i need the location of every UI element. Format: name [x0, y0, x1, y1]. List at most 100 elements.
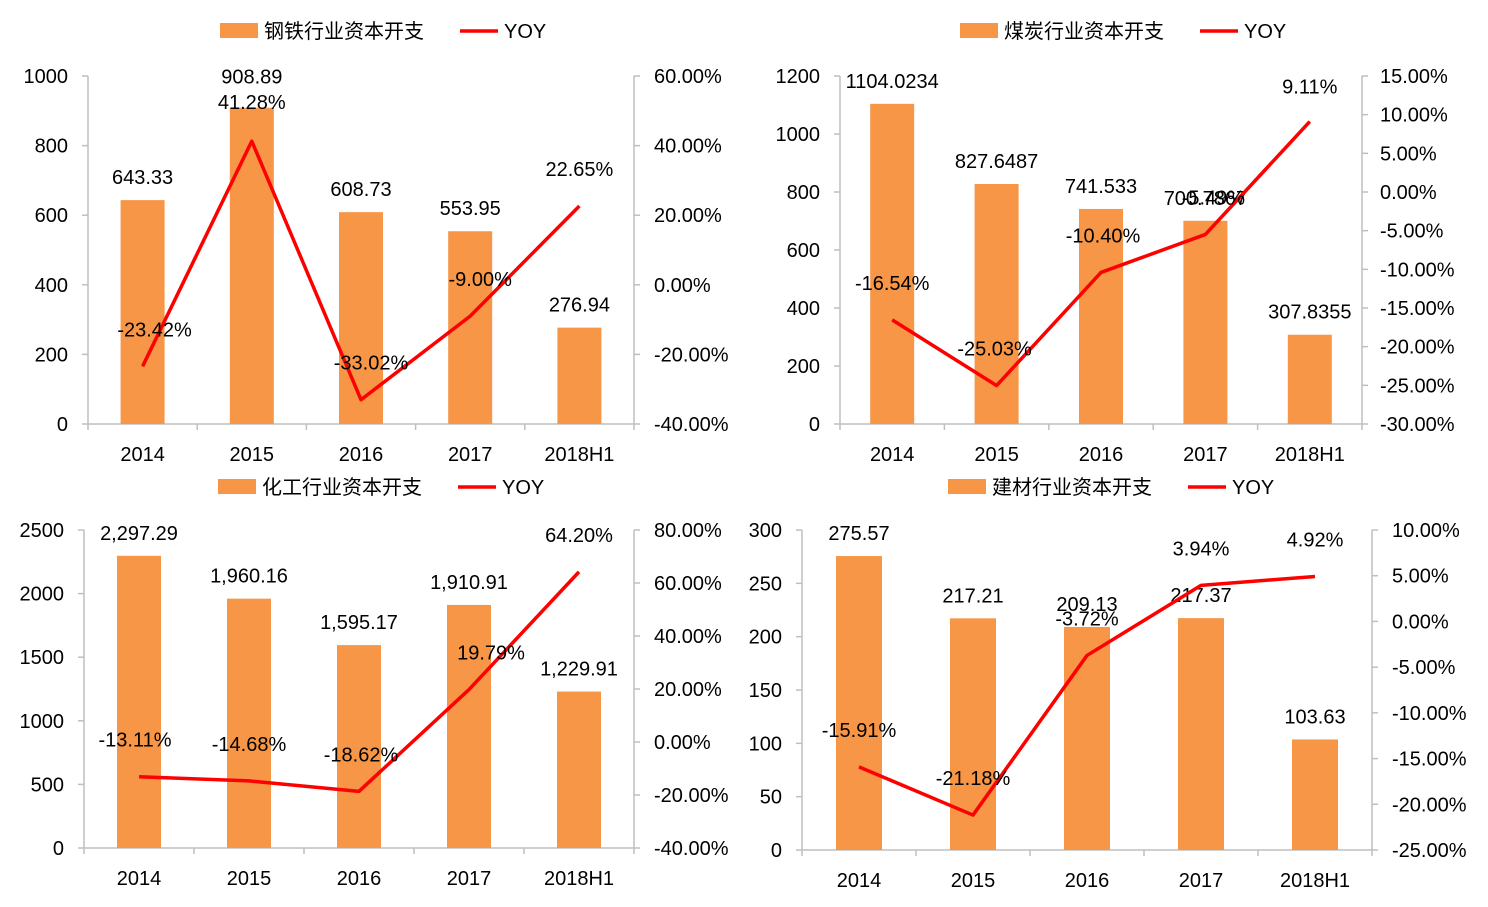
x-tick-label: 2015	[951, 870, 996, 892]
legend-bar-swatch	[948, 479, 986, 494]
right-tick-label: -40.00%	[654, 414, 729, 436]
x-tick-label: 2014	[870, 444, 915, 466]
bar-data-label: 827.6487	[955, 151, 1038, 173]
bar-data-label: 741.533	[1065, 176, 1137, 198]
right-tick-label: 80.00%	[654, 520, 722, 542]
right-tick-label: -40.00%	[654, 838, 729, 860]
right-tick-label: -20.00%	[654, 785, 729, 807]
left-tick-label: 1000	[776, 124, 821, 146]
yoy-data-label: -15.91%	[822, 720, 897, 742]
x-tick-label: 2015	[230, 444, 275, 466]
left-tick-label: 2000	[20, 584, 65, 606]
bar	[1287, 334, 1332, 424]
right-tick-label: -5.00%	[1392, 657, 1456, 679]
bar	[1292, 739, 1338, 850]
bar	[1178, 618, 1224, 850]
yoy-data-label: -25.03%	[957, 339, 1032, 361]
x-tick-label: 2015	[974, 444, 1019, 466]
legend: 钢铁行业资本开支 YOY	[220, 20, 546, 43]
legend: 建材行业资本开支 YOY	[948, 476, 1274, 499]
legend-bar-label: 化工行业资本开支	[262, 476, 422, 499]
yoy-data-label: -18.62%	[324, 744, 399, 766]
bar-data-label: 209.13	[1056, 594, 1117, 616]
bar-data-label: 217.37	[1170, 585, 1231, 607]
bar	[447, 604, 491, 848]
left-tick-label: 800	[787, 182, 820, 204]
x-tick-label: 2018H1	[544, 868, 614, 890]
x-tick-label: 2017	[1183, 444, 1228, 466]
bar-data-label: 103.63	[1284, 706, 1345, 728]
bar-data-label: 1,910.91	[430, 572, 508, 594]
bar-data-label: 553.95	[440, 198, 501, 220]
left-tick-label: 250	[749, 573, 782, 595]
bar-data-label: 643.33	[112, 167, 173, 189]
left-tick-label: 200	[749, 627, 782, 649]
bar-data-label: 700.7867	[1164, 188, 1247, 210]
right-tick-label: 60.00%	[654, 66, 722, 88]
right-tick-label: -30.00%	[1380, 414, 1455, 436]
left-tick-label: 1000	[24, 66, 69, 88]
legend-line-label: YOY	[502, 477, 544, 499]
left-tick-label: 1000	[20, 711, 65, 733]
x-tick-label: 2016	[337, 868, 382, 890]
right-tick-label: 5.00%	[1380, 143, 1437, 165]
right-tick-label: 40.00%	[654, 136, 722, 158]
yoy-data-label: -16.54%	[855, 273, 930, 295]
right-tick-label: -25.00%	[1380, 375, 1455, 397]
right-tick-label: 0.00%	[654, 275, 711, 297]
x-tick-label: 2018H1	[1280, 870, 1350, 892]
left-tick-label: 1200	[776, 66, 821, 88]
left-tick-label: 150	[749, 680, 782, 702]
x-tick-label: 2018H1	[1275, 444, 1345, 466]
bar	[229, 107, 274, 424]
yoy-data-label: 3.94%	[1173, 538, 1230, 560]
x-tick-label: 2016	[1079, 444, 1124, 466]
bar-data-label: 1,229.91	[540, 659, 618, 681]
left-tick-label: 2500	[20, 520, 65, 542]
x-tick-label: 2018H1	[544, 444, 614, 466]
right-tick-label: 0.00%	[1392, 611, 1449, 633]
right-tick-label: -25.00%	[1392, 840, 1467, 862]
right-tick-label: 20.00%	[654, 679, 722, 701]
right-tick-label: -5.00%	[1380, 221, 1444, 243]
bar	[950, 618, 996, 850]
legend-line-label: YOY	[504, 21, 546, 43]
chart-panel-4: 0 50 100 150 200 250 300 -25.00% -20.00% -15.00% -…	[749, 476, 1467, 892]
legend-bar-label: 煤炭行业资本开支	[1004, 20, 1164, 43]
bar-data-label: 307.8355	[1268, 302, 1351, 324]
x-tick-label: 2014	[117, 868, 162, 890]
x-tick-label: 2016	[1065, 870, 1110, 892]
yoy-data-label: -5.49%	[1182, 187, 1246, 209]
yoy-data-label: 64.20%	[545, 525, 613, 547]
yoy-data-label: 19.79%	[457, 643, 525, 665]
bar	[1064, 626, 1110, 850]
x-tick-label: 2017	[447, 868, 492, 890]
yoy-data-label: 41.28%	[218, 92, 286, 114]
left-tick-label: 1500	[20, 647, 65, 669]
bar	[974, 183, 1019, 424]
chart-panel-3: 0 500 1000 1500 2000 2500 -40.00% -20.00% 0.00% 2…	[20, 476, 729, 890]
right-tick-label: -15.00%	[1380, 298, 1455, 320]
bar-data-label: 608.73	[330, 179, 391, 201]
right-tick-label: 0.00%	[1380, 182, 1437, 204]
yoy-data-label: 9.11%	[1282, 77, 1337, 99]
right-tick-label: -10.00%	[1380, 259, 1455, 281]
left-tick-label: 400	[35, 275, 68, 297]
bar-data-label: 275.57	[828, 523, 889, 545]
left-tick-label: 200	[35, 344, 68, 366]
bar-data-label: 1,595.17	[320, 612, 398, 634]
yoy-data-label: -9.00%	[449, 269, 513, 291]
x-tick-label: 2015	[227, 868, 272, 890]
right-tick-label: 10.00%	[1392, 520, 1460, 542]
left-tick-label: 600	[35, 205, 68, 227]
bar	[120, 200, 165, 424]
bar	[1079, 208, 1123, 424]
legend-bar-label: 建材行业资本开支	[992, 476, 1152, 499]
bar-data-label: 217.21	[942, 585, 1003, 607]
left-tick-label: 50	[760, 787, 782, 809]
right-tick-label: -20.00%	[654, 344, 729, 366]
yoy-data-label: -21.18%	[936, 768, 1011, 790]
bar	[337, 645, 381, 848]
right-tick-label: 10.00%	[1380, 105, 1448, 127]
